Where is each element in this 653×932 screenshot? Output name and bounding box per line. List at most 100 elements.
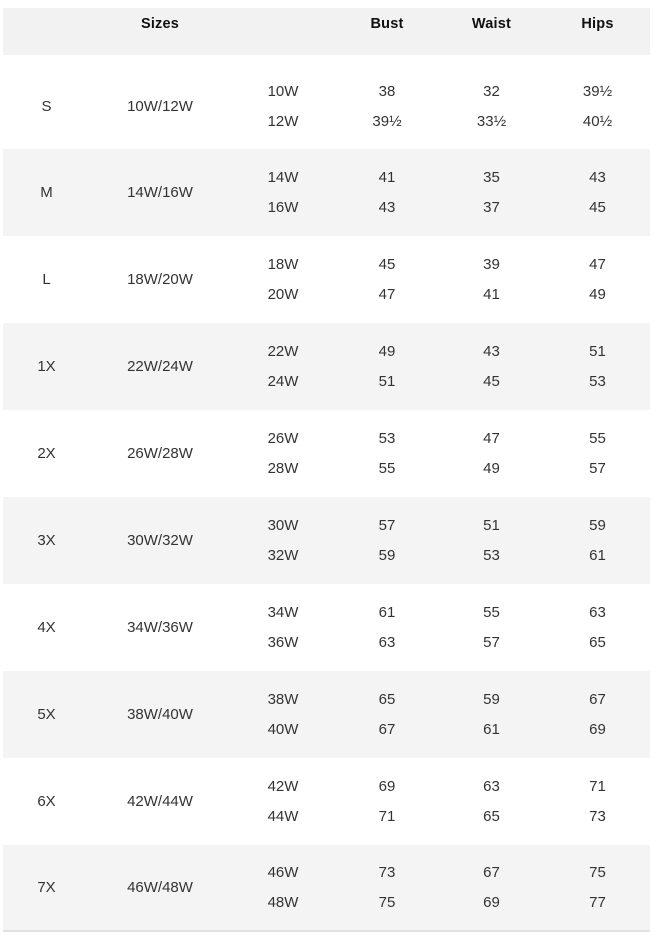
size-row: 1X 22W/24W 22W 49 43 51 24W 51 45 53: [3, 323, 650, 410]
size-range: 34W/36W: [127, 619, 193, 636]
size-range: 42W/44W: [127, 793, 193, 810]
numeric-size: 44W: [267, 808, 299, 826]
numeric-size: 32W: [267, 547, 299, 565]
size-row: 3X 30W/32W 30W 57 51 59 32W 59 53 61: [3, 497, 650, 584]
size-range: 22W/24W: [127, 358, 193, 375]
hips-value: 53: [589, 373, 606, 391]
size-label: L: [42, 271, 51, 288]
size-range: 38W/40W: [127, 706, 193, 723]
bust-value: 71: [378, 808, 396, 826]
size-row: S 10W/12W 10W 38 32 39½ 12W 39½ 33½ 40½: [3, 55, 650, 149]
size-range: 46W/48W: [127, 879, 193, 896]
hips-value: 57: [589, 460, 606, 478]
numeric-size: 10W: [267, 82, 299, 100]
size-range: 26W/28W: [127, 445, 193, 462]
hips-value: 77: [589, 893, 606, 911]
numeric-size: 24W: [267, 373, 299, 391]
bust-value: 43: [378, 199, 396, 217]
size-row: M 14W/16W 14W 41 35 43 16W 43 37 45: [3, 149, 650, 236]
size-range: 18W/20W: [127, 271, 193, 288]
bust-value: 49: [378, 342, 396, 360]
bust-value: 45: [378, 255, 396, 273]
bust-value: 67: [378, 721, 396, 739]
waist-value: 57: [483, 634, 500, 652]
bust-value: 57: [378, 516, 396, 534]
hips-value: 51: [589, 342, 606, 360]
hips-value: 67: [589, 690, 606, 708]
hips-value: 71: [589, 777, 606, 795]
waist-value: 53: [483, 547, 500, 565]
size-label: 7X: [37, 879, 56, 896]
size-range: 30W/32W: [127, 532, 193, 549]
bust-value: 75: [378, 893, 396, 911]
numeric-size: 20W: [267, 286, 299, 304]
bust-value: 51: [378, 373, 396, 391]
bust-value: 53: [378, 429, 396, 447]
waist-value: 45: [483, 373, 500, 391]
hips-value: 43: [589, 168, 606, 186]
hips-value: 69: [589, 721, 606, 739]
bust-value: 47: [378, 286, 396, 304]
size-row: 6X 42W/44W 42W 69 63 71 44W 71 65 73: [3, 758, 650, 845]
size-row: 4X 34W/36W 34W 61 55 63 36W 63 57 65: [3, 584, 650, 671]
waist-value: 63: [483, 777, 500, 795]
hips-value: 45: [589, 199, 606, 217]
waist-value: 69: [483, 893, 500, 911]
size-label: 2X: [37, 445, 56, 462]
numeric-size: 18W: [267, 255, 299, 273]
numeric-size: 28W: [267, 460, 299, 478]
size-row: L 18W/20W 18W 45 39 47 20W 47 41 49: [3, 236, 650, 323]
hips-value: 75: [589, 864, 606, 882]
numeric-size: 16W: [267, 199, 299, 217]
hips-value: 40½: [582, 112, 613, 130]
hips-value: 49: [589, 286, 606, 304]
waist-value: 61: [483, 721, 500, 739]
bust-value: 73: [378, 864, 396, 882]
size-label: 1X: [37, 358, 56, 375]
numeric-size: 26W: [267, 429, 299, 447]
bust-value: 39½: [372, 112, 402, 130]
waist-value: 67: [483, 864, 500, 882]
waist-value: 35: [483, 168, 500, 186]
hips-value: 55: [589, 429, 606, 447]
size-row: 5X 38W/40W 38W 65 59 67 40W 67 61 69: [3, 671, 650, 758]
column-header-hips: Hips: [581, 15, 614, 32]
numeric-size: 36W: [267, 634, 299, 652]
bust-value: 65: [378, 690, 396, 708]
numeric-size: 30W: [267, 516, 299, 534]
hips-value: 47: [589, 255, 606, 273]
bust-value: 41: [378, 168, 396, 186]
column-header-waist: Waist: [471, 15, 512, 32]
numeric-size: 48W: [267, 893, 299, 911]
bust-value: 69: [378, 777, 396, 795]
column-header-sizes: Sizes: [140, 15, 180, 32]
hips-value: 39½: [582, 82, 613, 100]
hips-value: 63: [589, 603, 606, 621]
table-header: Sizes Bust Waist Hips: [3, 8, 650, 55]
numeric-size: 12W: [267, 112, 299, 130]
waist-value: 43: [483, 342, 500, 360]
waist-value: 33½: [476, 112, 507, 130]
waist-value: 59: [483, 690, 500, 708]
size-label: 6X: [37, 793, 56, 810]
waist-value: 47: [483, 429, 500, 447]
numeric-size: 38W: [267, 690, 299, 708]
size-range: 14W/16W: [127, 184, 193, 201]
numeric-size: 14W: [267, 168, 299, 186]
hips-value: 65: [589, 634, 606, 652]
bust-value: 55: [378, 460, 396, 478]
waist-value: 49: [483, 460, 500, 478]
hips-value: 73: [589, 808, 606, 826]
bust-value: 59: [378, 547, 396, 565]
waist-value: 51: [483, 516, 500, 534]
size-label: 5X: [37, 706, 56, 723]
numeric-size: 46W: [267, 864, 299, 882]
size-label: 3X: [37, 532, 56, 549]
table-body: S 10W/12W 10W 38 32 39½ 12W 39½ 33½ 40½ …: [0, 55, 653, 932]
waist-value: 55: [483, 603, 500, 621]
numeric-size: 34W: [267, 603, 299, 621]
numeric-size: 40W: [267, 721, 299, 739]
size-label: 4X: [37, 619, 56, 636]
size-row: 7X 46W/48W 46W 73 67 75 48W 75 69 77: [3, 845, 650, 932]
